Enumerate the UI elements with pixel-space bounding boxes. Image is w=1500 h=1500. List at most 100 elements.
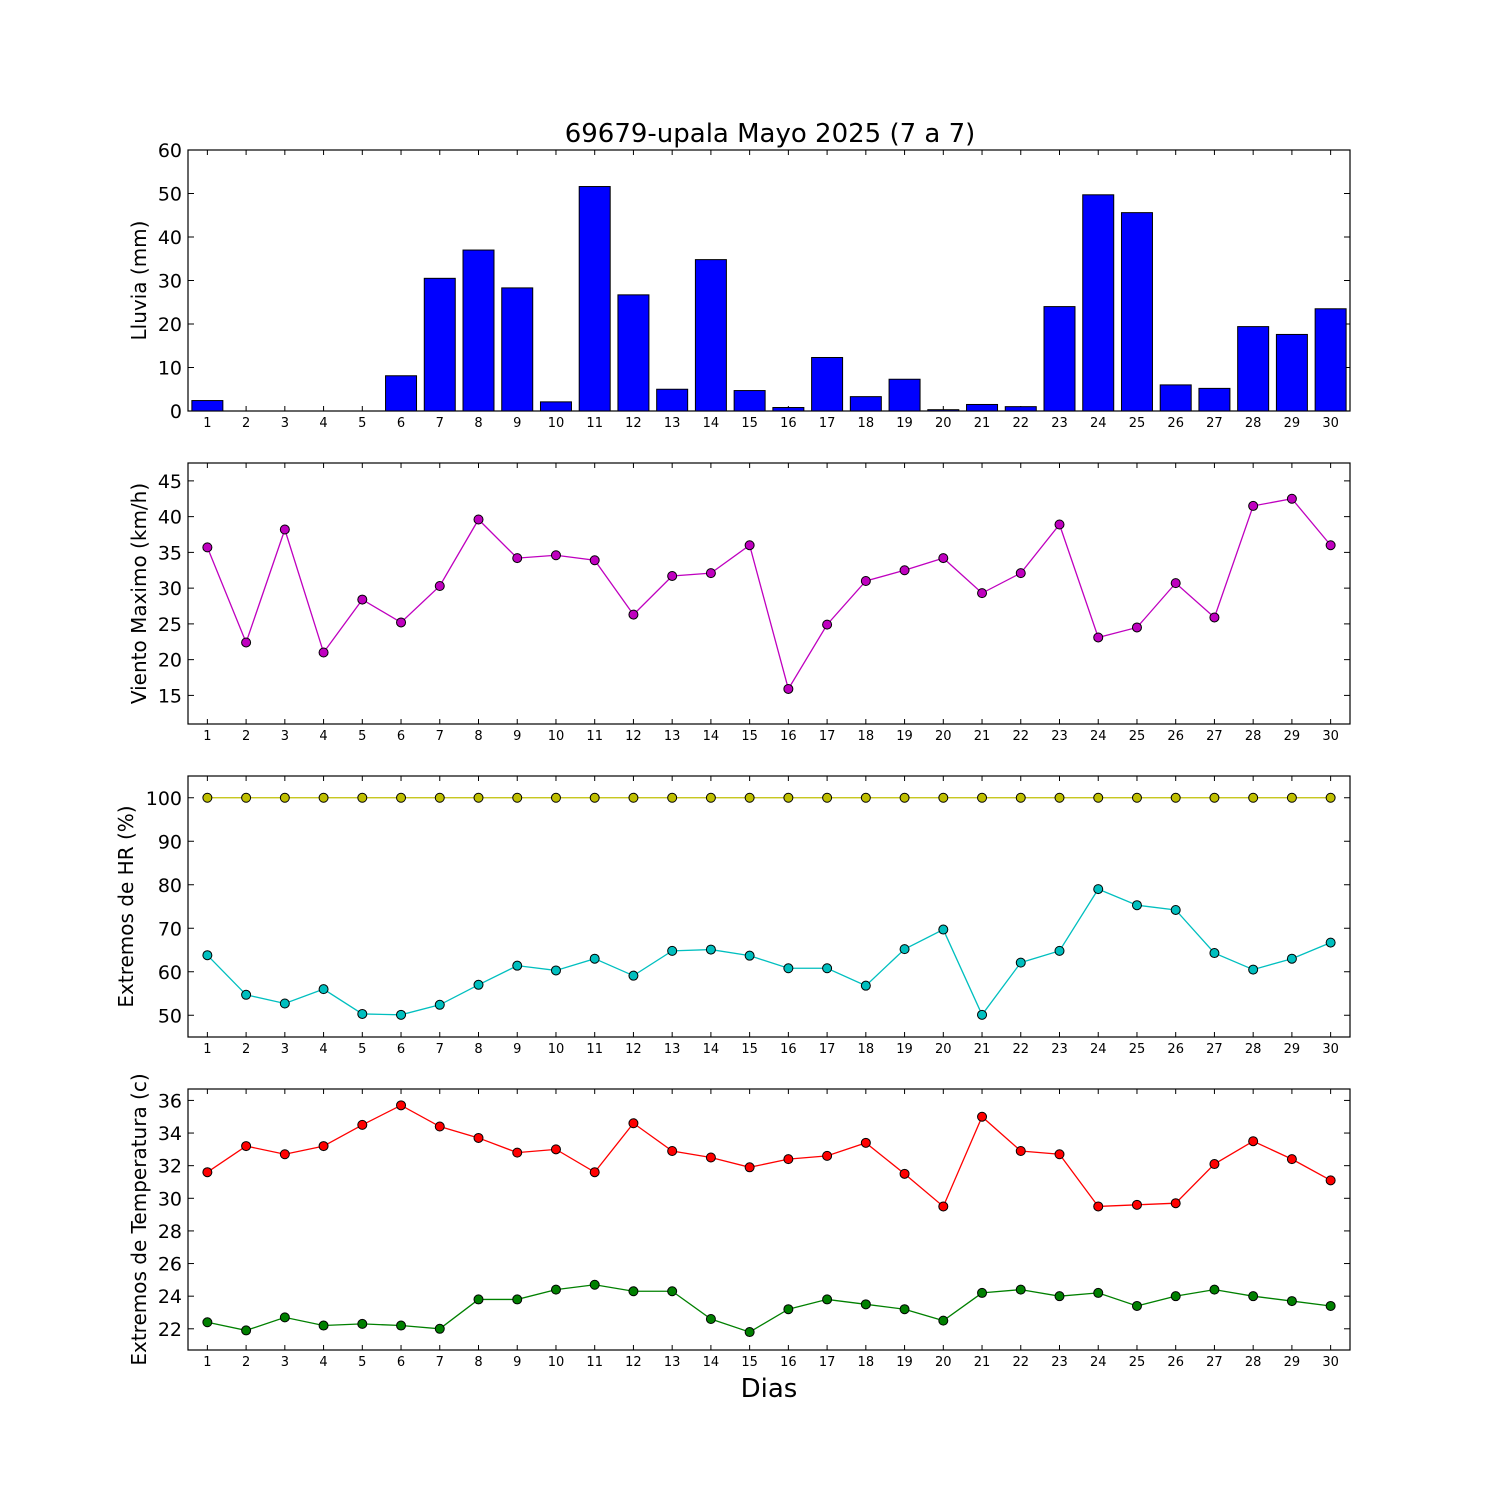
x-tick-label: 19: [896, 416, 913, 431]
data-point: [202, 1167, 213, 1178]
data-point: [396, 1320, 407, 1331]
data-point: [1170, 792, 1181, 803]
x-tick-label: 9: [513, 1355, 521, 1370]
data-point: [1170, 1291, 1181, 1302]
data-point: [822, 792, 833, 803]
data-point: [860, 1299, 871, 1310]
data-point: [1093, 1287, 1104, 1298]
y-tick-label: 60: [158, 962, 182, 984]
data-point: [1093, 792, 1104, 803]
data-point: [473, 792, 484, 803]
data-point: [628, 1286, 639, 1297]
bar: [1004, 406, 1037, 412]
data-point: [899, 944, 910, 955]
data-point: [977, 1111, 988, 1122]
x-tick-label: 15: [741, 416, 758, 431]
bar: [191, 400, 224, 412]
x-tick-label: 20: [935, 729, 952, 744]
data-point: [1170, 904, 1181, 915]
x-tick-label: 2: [242, 1042, 250, 1057]
data-point: [899, 565, 910, 576]
data-point: [899, 1168, 910, 1179]
y-tick-label: 26: [158, 1254, 182, 1276]
x-tick-label: 25: [1129, 1042, 1146, 1057]
bar: [1275, 333, 1308, 412]
data-point: [1325, 540, 1336, 551]
y-tick-label: 60: [158, 140, 182, 162]
x-tick-label: 26: [1167, 416, 1184, 431]
data-point: [1209, 1159, 1220, 1170]
x-tick-label: 19: [896, 729, 913, 744]
panel-3: 1 2 3 4 5 6 7 8 9 10 11 12 13 14 15 16 17 18 19 20 21 22 23 24 2…: [114, 775, 1351, 1057]
x-tick-label: 2: [242, 416, 250, 431]
x-tick-label: 12: [625, 729, 642, 744]
y-tick-label: 90: [158, 831, 182, 853]
x-tick-label: 6: [397, 416, 405, 431]
x-tick-label: 1: [203, 416, 211, 431]
bar: [733, 390, 766, 412]
x-tick-label: 4: [319, 729, 327, 744]
bar: [1043, 306, 1076, 412]
x-tick-label: 9: [513, 729, 521, 744]
data-point: [473, 514, 484, 525]
x-tick-label: 16: [780, 1355, 797, 1370]
y-tick-label: 40: [158, 227, 182, 249]
x-tick-label: 26: [1167, 1355, 1184, 1370]
data-point: [589, 953, 600, 964]
plot-frame: [187, 1088, 1351, 1351]
x-tick-label: 22: [1012, 1355, 1029, 1370]
y-tick-label: 20: [158, 650, 182, 672]
data-point: [241, 1141, 252, 1152]
data-point: [279, 998, 290, 1009]
x-tick-label: 10: [548, 1355, 565, 1370]
y-tick-label: 30: [158, 271, 182, 293]
data-point: [860, 575, 871, 586]
y-tick-label: 10: [158, 358, 182, 380]
y-tick-label: 30: [158, 578, 182, 600]
x-tick-label: 1: [203, 1355, 211, 1370]
x-tick-label: 18: [858, 416, 875, 431]
data-point: [396, 1009, 407, 1020]
x-tick-label: 29: [1284, 416, 1301, 431]
data-point: [1054, 792, 1065, 803]
data-point: [1286, 1296, 1297, 1307]
data-point: [1170, 1198, 1181, 1209]
y-tick-label: 36: [158, 1090, 182, 1112]
x-tick-label: 22: [1012, 1042, 1029, 1057]
data-point: [396, 792, 407, 803]
data-point: [744, 1327, 755, 1338]
data-point: [1054, 519, 1065, 530]
data-point: [628, 970, 639, 981]
bar: [966, 403, 999, 412]
y-tick-label: 24: [158, 1286, 182, 1308]
data-point: [1054, 1291, 1065, 1302]
x-tick-label: 27: [1206, 1355, 1223, 1370]
data-point: [744, 540, 755, 551]
x-tick-label: 2: [242, 729, 250, 744]
data-point: [357, 792, 368, 803]
data-point: [279, 524, 290, 535]
data-point: [512, 960, 523, 971]
data-point: [977, 792, 988, 803]
data-point: [241, 792, 252, 803]
y-tick-label: 34: [158, 1123, 182, 1145]
plot-frame: [187, 775, 1351, 1038]
x-tick-label: 14: [703, 416, 720, 431]
data-point: [279, 1149, 290, 1160]
data-point: [783, 683, 794, 694]
data-point: [550, 965, 561, 976]
x-tick-label: 23: [1051, 416, 1068, 431]
data-point: [241, 637, 252, 648]
data-point: [318, 792, 329, 803]
data-point: [628, 792, 639, 803]
x-tick-label: 23: [1051, 1355, 1068, 1370]
x-tick-label: 7: [436, 729, 444, 744]
x-tick-label: 28: [1245, 1355, 1262, 1370]
x-tick-label: 23: [1051, 1042, 1068, 1057]
data-point: [473, 1294, 484, 1305]
data-point: [1015, 792, 1026, 803]
bar: [1237, 326, 1270, 412]
x-tick-label: 17: [819, 729, 836, 744]
x-tick-label: 14: [703, 729, 720, 744]
bar: [772, 407, 805, 412]
